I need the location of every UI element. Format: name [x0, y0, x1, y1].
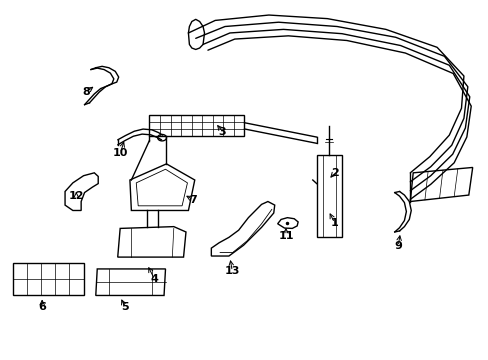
Text: 4: 4 [150, 274, 158, 284]
Text: 13: 13 [224, 266, 240, 276]
Bar [149, 116, 244, 136]
Text: 5: 5 [121, 302, 128, 312]
Text: 8: 8 [82, 87, 90, 97]
Text: 12: 12 [68, 191, 84, 201]
Text: 1: 1 [330, 218, 338, 228]
Text: 10: 10 [112, 148, 127, 158]
Text: 6: 6 [38, 302, 46, 312]
Text: 11: 11 [278, 231, 293, 240]
Text: 2: 2 [330, 168, 338, 178]
Text: 7: 7 [189, 195, 197, 205]
Text: 3: 3 [218, 127, 226, 136]
Text: 9: 9 [393, 241, 401, 251]
Bar [316, 155, 341, 237]
